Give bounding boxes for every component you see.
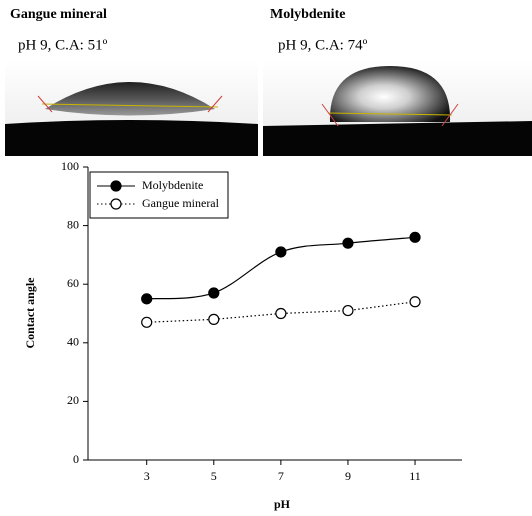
- x-tick-label: 5: [211, 469, 217, 483]
- photo-caption: pH 9, C.A: 51º: [18, 37, 108, 53]
- legend-label: Gangue mineral: [142, 196, 220, 210]
- y-tick-label: 40: [67, 335, 79, 349]
- photo-gangue: [5, 60, 258, 156]
- photo-caption: pH 9, C.A: 74º: [278, 37, 368, 53]
- legend-marker: [111, 199, 121, 209]
- marker: [343, 306, 353, 316]
- y-tick-label: 80: [67, 217, 79, 231]
- photo-molybdenite: [263, 60, 532, 156]
- x-tick-label: 9: [345, 469, 351, 483]
- y-axis-label: Contact angle: [23, 277, 37, 349]
- marker: [142, 317, 152, 327]
- photo-title: Molybdenite: [270, 7, 345, 22]
- x-tick-label: 11: [409, 469, 421, 483]
- marker: [209, 314, 219, 324]
- page: Gangue mineral pH 9, C.A: 51º Molybdenit…: [0, 0, 532, 516]
- marker: [276, 247, 286, 257]
- x-tick-label: 7: [278, 469, 284, 483]
- y-tick-label: 20: [67, 393, 79, 407]
- marker: [343, 238, 353, 248]
- marker: [142, 294, 152, 304]
- legend-label: Molybdenite: [142, 178, 203, 192]
- y-tick-label: 100: [61, 159, 79, 173]
- marker: [410, 297, 420, 307]
- y-tick-label: 60: [67, 276, 79, 290]
- x-axis-label: pH: [274, 497, 291, 511]
- marker: [209, 288, 219, 298]
- figure: Gangue mineral pH 9, C.A: 51º Molybdenit…: [0, 0, 532, 516]
- legend-marker: [111, 181, 121, 191]
- y-tick-label: 0: [73, 452, 79, 466]
- photo-title: Gangue mineral: [10, 7, 107, 22]
- marker: [410, 232, 420, 242]
- x-tick-label: 3: [144, 469, 150, 483]
- marker: [276, 309, 286, 319]
